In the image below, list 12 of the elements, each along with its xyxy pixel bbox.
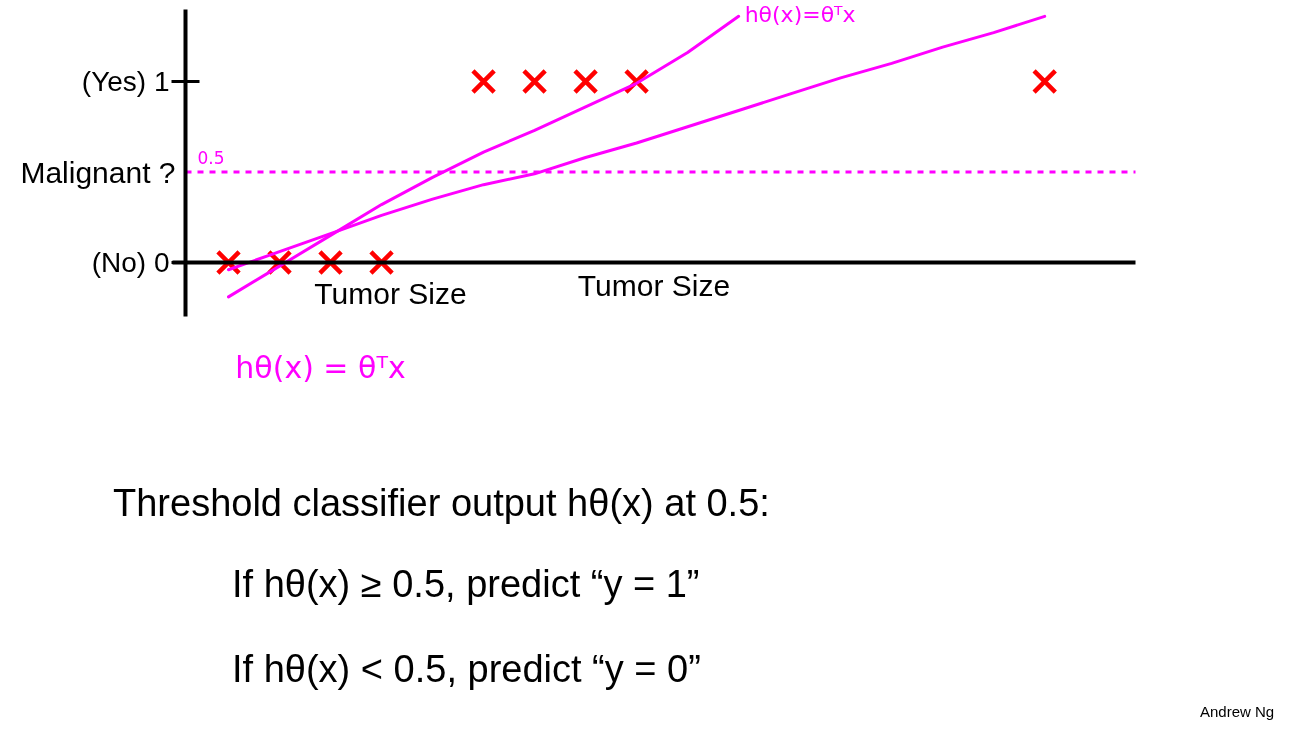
y-tick-label: (No) 0 [91,247,170,278]
text: If hθ(x) < 0.5, predict “y = 0” [232,647,701,692]
series-label: hθ(x)=θᵀx [744,1,856,27]
annotation: Tumor Size [314,277,467,310]
y-tick-label: (Yes) 1 [81,66,170,97]
text: Threshold classifier output hθ(x) at 0.5: [113,481,770,526]
y-axis-title: Malignant ? [20,155,176,189]
text: Andrew Ng [1200,703,1275,721]
text: hθ(x) = θᵀx [235,350,406,385]
ref-line-label: 0.5 [197,148,225,168]
x-axis-title: Tumor Size [577,268,731,302]
text: If hθ(x) ≥ 0.5, predict “y = 1” [232,562,700,607]
